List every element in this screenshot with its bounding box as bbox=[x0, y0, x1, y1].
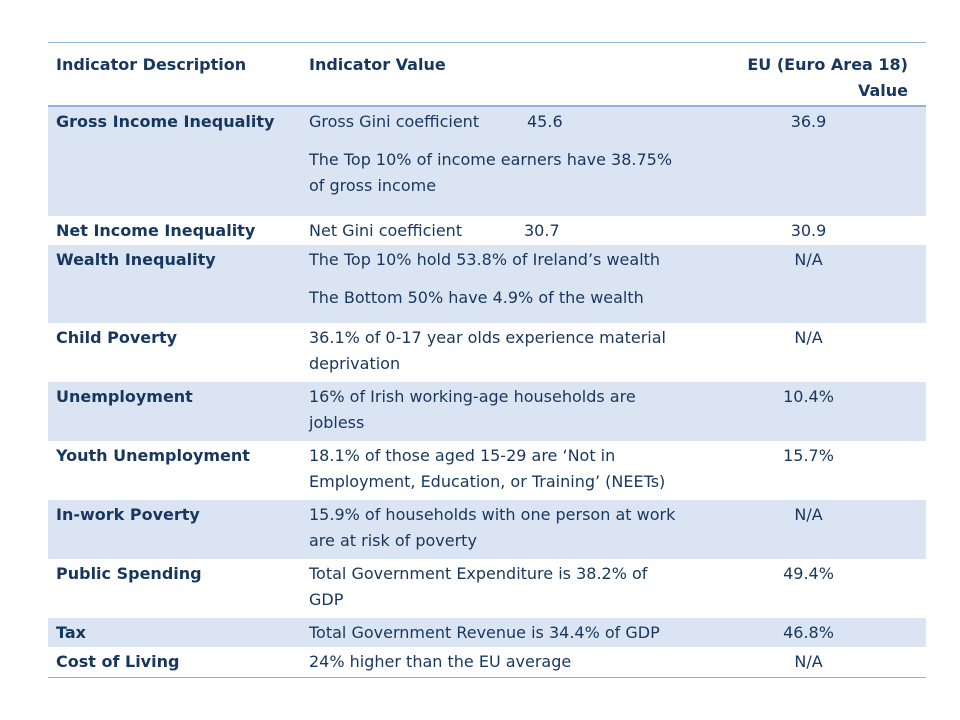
table-row-gross-income-inequality: Gross Income Inequality Gross Gini coeff… bbox=[48, 107, 926, 216]
gini-value: 30.7 bbox=[524, 221, 560, 240]
gini-label: Net Gini coefficient bbox=[309, 221, 463, 240]
row-eu-value: N/A bbox=[794, 652, 823, 671]
row-description: Gross Income Inequality bbox=[56, 112, 275, 131]
table-row-cost-of-living: Cost of Living 24% higher than the EU av… bbox=[48, 647, 926, 677]
gini-line: Gross Gini coefficient 45.6 bbox=[309, 109, 683, 135]
row-description: Child Poverty bbox=[56, 328, 178, 347]
gini-label: Gross Gini coefficient bbox=[309, 112, 480, 131]
row-value: Net Gini coefficient 30.7 bbox=[301, 216, 691, 245]
row-description: Net Income Inequality bbox=[56, 221, 256, 240]
row-eu-value: N/A bbox=[794, 505, 823, 524]
table-row-tax: Tax Total Government Revenue is 34.4% of… bbox=[48, 618, 926, 647]
indicator-table: Indicator Description Indicator Value EU… bbox=[48, 42, 926, 678]
table-row-net-income-inequality: Net Income Inequality Net Gini coefficie… bbox=[48, 216, 926, 245]
value-line: The Bottom 50% have 4.9% of the wealth bbox=[309, 288, 644, 307]
table-row-child-poverty: Child Poverty 36.1% of 0-17 year olds ex… bbox=[48, 323, 926, 382]
header-eu-value: EU (Euro Area 18) Value bbox=[747, 55, 908, 100]
table-row-unemployment: Unemployment 16% of Irish working-age ho… bbox=[48, 382, 926, 441]
row-value: Gross Gini coefficient 45.6 The Top 10% o… bbox=[301, 107, 691, 216]
row-eu-value: 36.9 bbox=[790, 112, 827, 131]
row-eu-value: 49.4% bbox=[783, 564, 834, 583]
table-row-wealth-inequality: Wealth Inequality The Top 10% hold 53.8%… bbox=[48, 245, 926, 323]
row-description: Public Spending bbox=[56, 564, 202, 583]
value-line: The Top 10% hold 53.8% of Ireland’s weal… bbox=[309, 250, 661, 269]
table-header-row: Indicator Description Indicator Value EU… bbox=[48, 43, 926, 107]
row-value: 16% of Irish working-age households are … bbox=[309, 387, 636, 432]
table-row-in-work-poverty: In-work Poverty 15.9% of households with… bbox=[48, 500, 926, 559]
row-eu-value: 46.8% bbox=[783, 623, 834, 642]
row-value: 18.1% of those aged 15-29 are ‘Not in Em… bbox=[309, 446, 666, 491]
row-eu-value: 30.9 bbox=[790, 221, 827, 240]
row-value: 15.9% of households with one person at w… bbox=[309, 505, 676, 550]
row-eu-value: N/A bbox=[794, 328, 823, 347]
row-eu-value: N/A bbox=[794, 250, 823, 269]
table-row-public-spending: Public Spending Total Government Expendi… bbox=[48, 559, 926, 618]
row-description: Tax bbox=[56, 623, 86, 642]
row-description: Wealth Inequality bbox=[56, 250, 216, 269]
row-value: The Top 10% hold 53.8% of Ireland’s weal… bbox=[301, 245, 691, 323]
row-eu-value: 10.4% bbox=[783, 387, 834, 406]
row-description: In-work Poverty bbox=[56, 505, 200, 524]
header-indicator-description: Indicator Description bbox=[56, 55, 247, 74]
row-description: Cost of Living bbox=[56, 652, 180, 671]
gini-value: 45.6 bbox=[527, 112, 563, 131]
row-description: Unemployment bbox=[56, 387, 193, 406]
row-value: Total Government Revenue is 34.4% of GDP bbox=[309, 623, 660, 642]
row-value: 36.1% of 0-17 year olds experience mater… bbox=[309, 328, 666, 373]
row-eu-value: 15.7% bbox=[783, 446, 834, 465]
table-row-youth-unemployment: Youth Unemployment 18.1% of those aged 1… bbox=[48, 441, 926, 500]
row-value: Total Government Expenditure is 38.2% of… bbox=[309, 564, 648, 609]
row-value: 24% higher than the EU average bbox=[309, 652, 572, 671]
value-line: The Top 10% of income earners have 38.75… bbox=[309, 150, 673, 195]
header-indicator-value: Indicator Value bbox=[309, 55, 446, 74]
row-description: Youth Unemployment bbox=[56, 446, 250, 465]
